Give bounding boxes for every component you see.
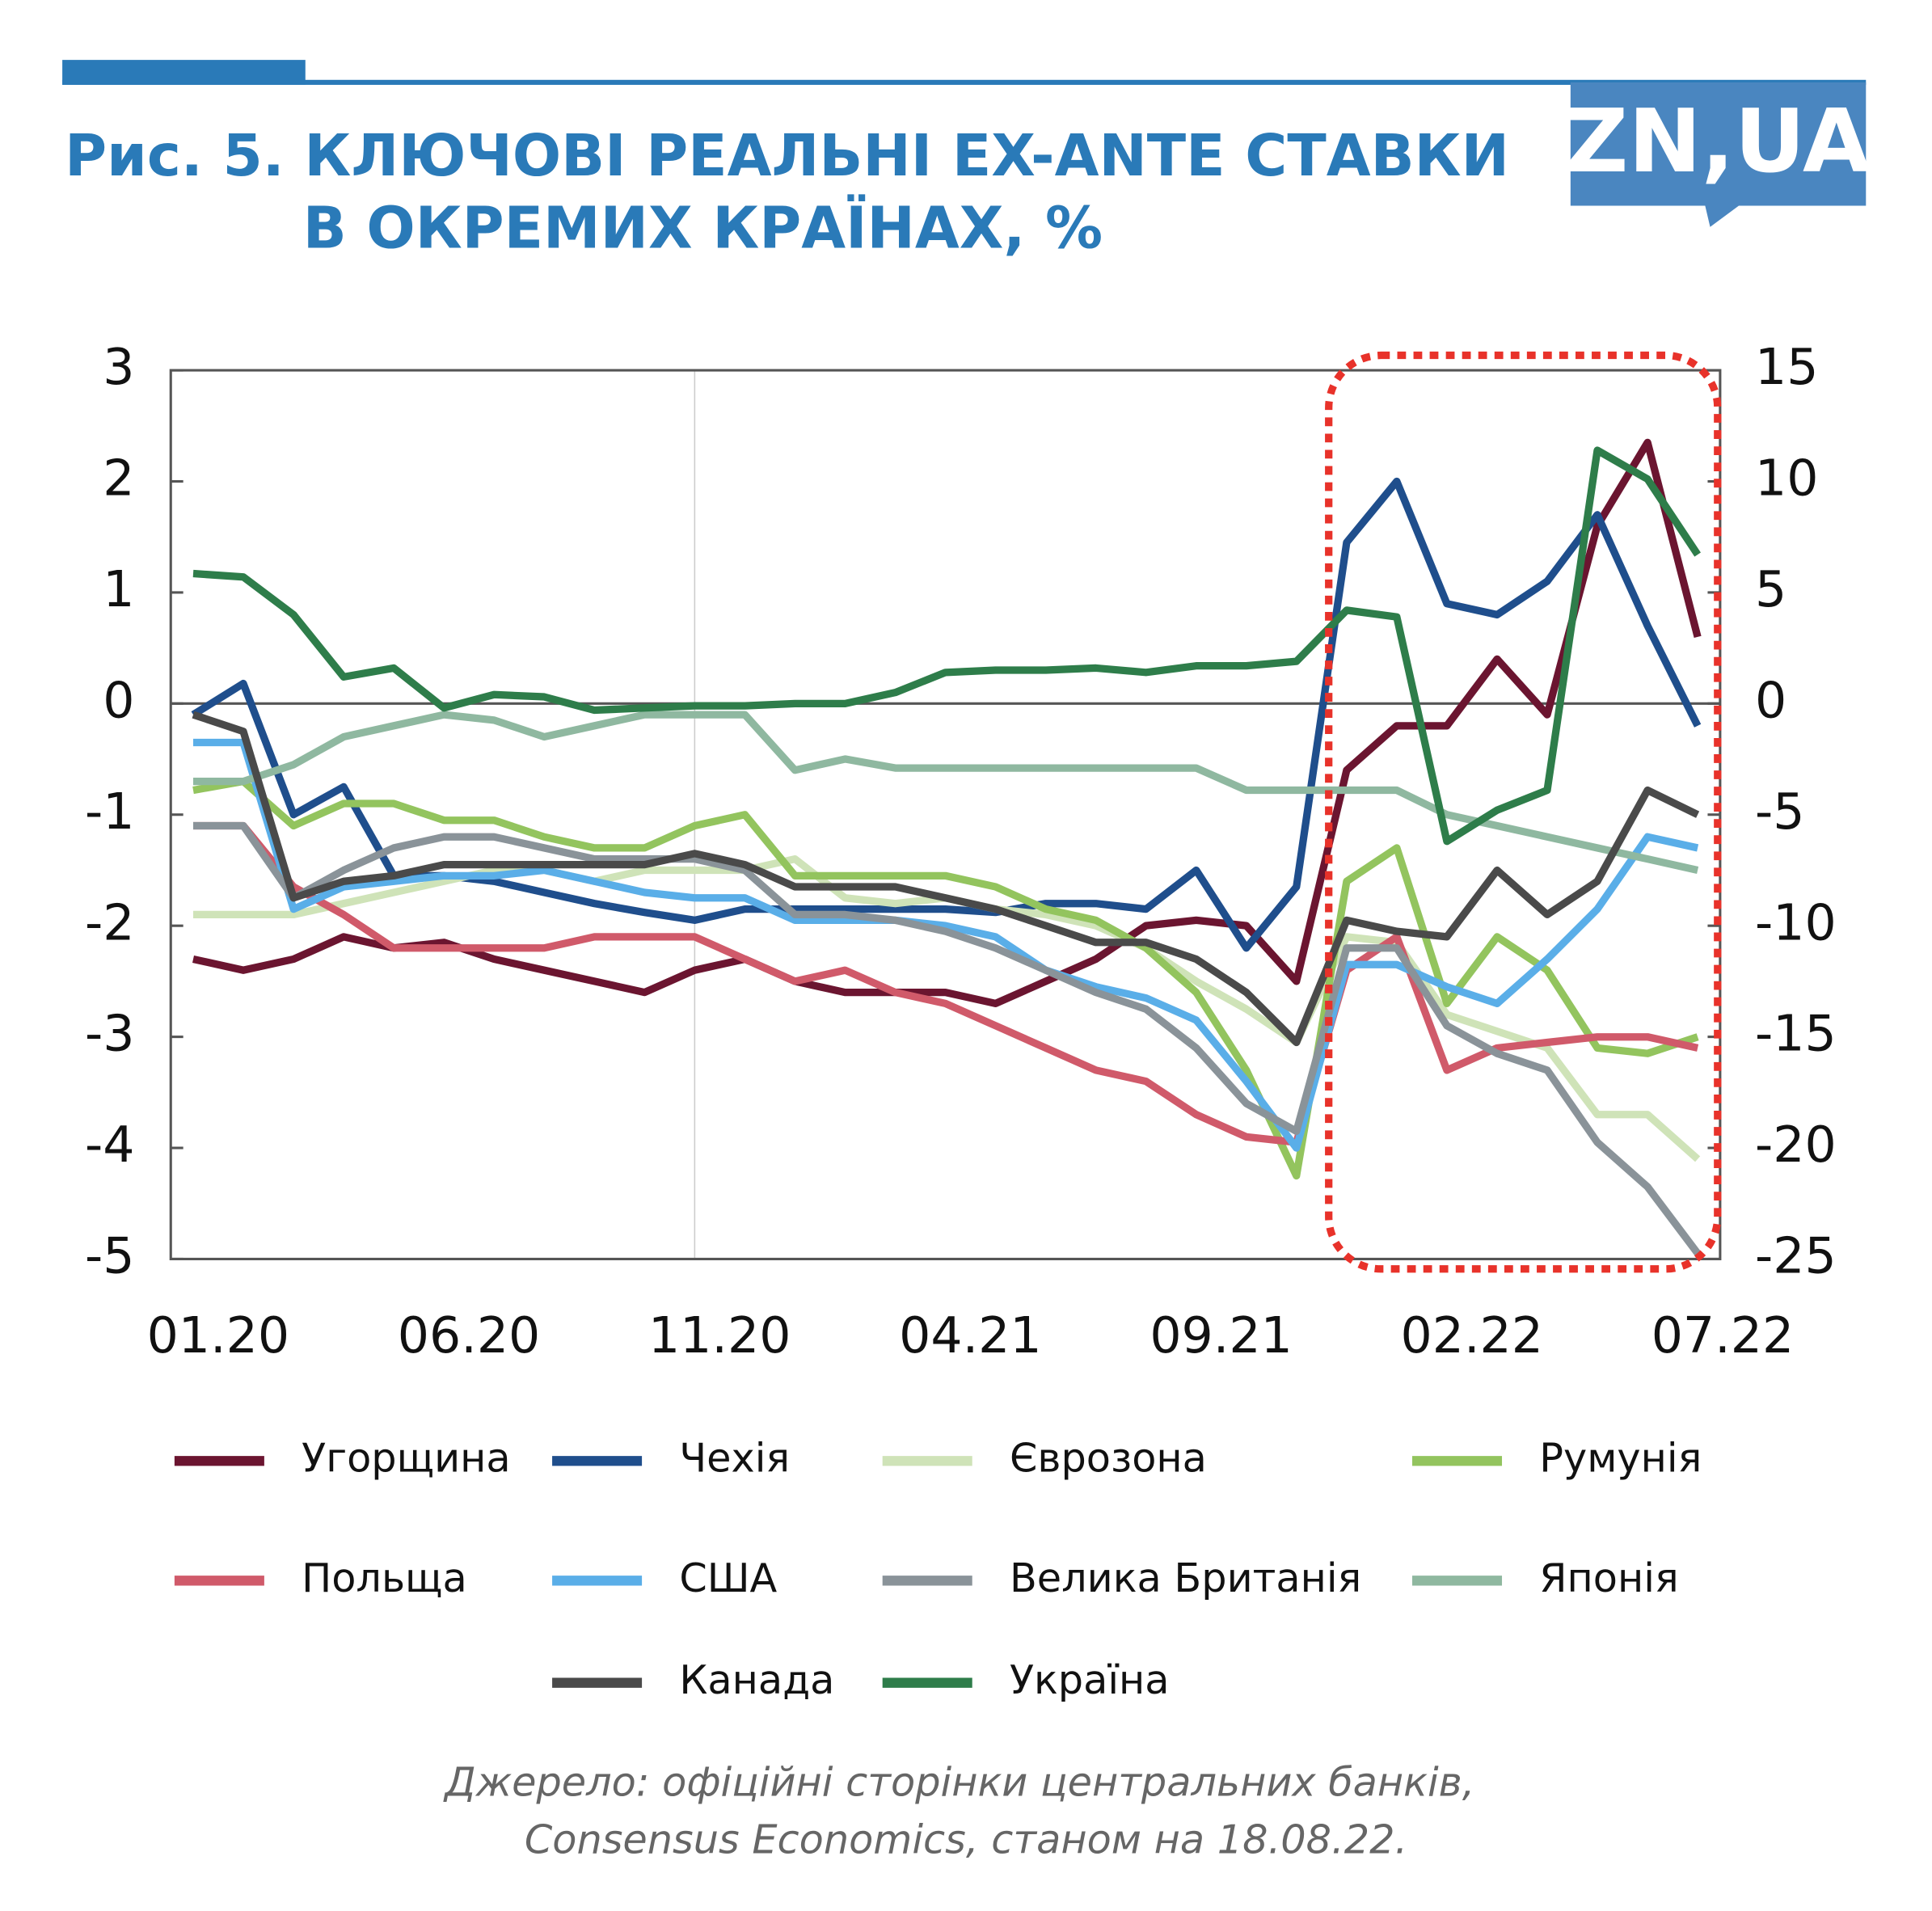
series-line — [192, 711, 1700, 1047]
legend-label: Канада — [679, 1656, 834, 1703]
y2-tick-label: 5 — [1755, 560, 1786, 618]
y2-tick-label: -25 — [1755, 1227, 1837, 1285]
y2-tick-label: 0 — [1755, 671, 1786, 729]
x-tick-label: 11.20 — [648, 1306, 791, 1365]
y-tick-label: 3 — [103, 338, 134, 396]
legend-label: Україна — [1010, 1656, 1170, 1703]
y-tick-label: 2 — [103, 449, 134, 508]
legend-label: Румунія — [1539, 1435, 1702, 1482]
y2-tick-label: -10 — [1755, 893, 1837, 951]
y-tick-label: 0 — [103, 671, 134, 729]
source: Consensus Economics, станом на 18.08.22. — [525, 1816, 1407, 1863]
x-tick-label: 09.21 — [1149, 1306, 1293, 1365]
chart-title: В ОКРЕМИХ КРАЇНАХ, % — [303, 194, 1103, 261]
x-tick-label: 06.20 — [398, 1306, 541, 1365]
y-tick-label: -1 — [85, 783, 134, 841]
y2-tick-label: -15 — [1755, 1005, 1837, 1063]
x-tick-label: 07.22 — [1651, 1306, 1795, 1365]
source: Джерело: офіційні сторінки центральних б… — [443, 1759, 1474, 1806]
y-tick-label: -4 — [85, 1116, 134, 1174]
series-line — [192, 777, 1699, 1180]
header-line — [62, 79, 1867, 85]
y2-tick-label: 10 — [1755, 449, 1818, 508]
x-tick-label: 02.22 — [1401, 1306, 1544, 1365]
x-tick-label: 01.20 — [147, 1306, 290, 1365]
y-tick-label: -5 — [85, 1227, 134, 1285]
y2-tick-label: 15 — [1755, 338, 1818, 396]
legend-label: Чехія — [679, 1435, 790, 1482]
legend-label: Угорщина — [302, 1435, 510, 1482]
legend-label: Велика Британія — [1010, 1555, 1361, 1601]
series-line — [192, 438, 1702, 1007]
legend-label: Польща — [302, 1555, 467, 1601]
y-tick-label: -2 — [85, 893, 134, 951]
series-line — [193, 738, 1699, 1152]
legend-label: Японія — [1539, 1555, 1678, 1601]
highlight-box — [1325, 351, 1722, 1273]
y-tick-label: -3 — [85, 1005, 134, 1063]
plot-frame — [169, 369, 1722, 1261]
series-line — [193, 821, 1699, 1146]
series-line — [193, 711, 1699, 875]
legend-label: Єврозона — [1010, 1435, 1207, 1482]
legend-label: США — [679, 1555, 777, 1601]
logo: ZN,UA — [1565, 91, 1870, 192]
series-line — [193, 821, 1701, 1256]
x-tick-label: 04.21 — [899, 1306, 1042, 1365]
y-tick-label: 1 — [103, 560, 134, 618]
y2-tick-label: -20 — [1755, 1116, 1837, 1174]
chart-title: Рис. 5. КЛЮЧОВІ РЕАЛЬНІ EX-ANTE СТАВКИ — [65, 122, 1509, 189]
y2-tick-label: -5 — [1755, 783, 1804, 841]
logo-box — [1570, 82, 1867, 227]
series-line — [192, 446, 1701, 846]
